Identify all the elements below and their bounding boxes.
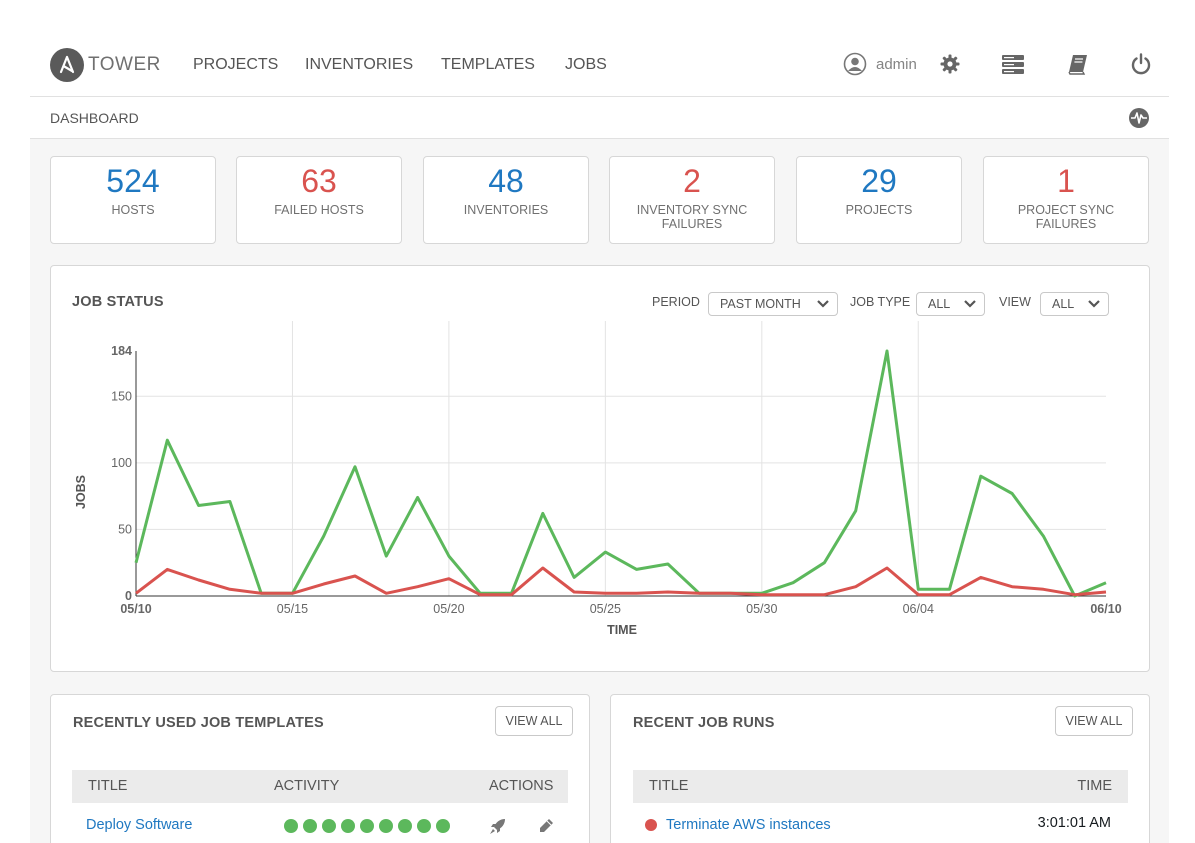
period-select-value: PAST MONTH: [720, 297, 801, 311]
user-name[interactable]: admin: [876, 56, 917, 73]
jobs-view-all-button[interactable]: VIEW ALL: [1055, 706, 1133, 736]
job-time: 3:01:01 AM: [1037, 815, 1111, 831]
count-label: INVENTORY SYNC FAILURES: [636, 203, 748, 231]
recent-jobs-title: RECENT JOB RUNS: [633, 715, 775, 731]
job-type-label: JOB TYPE: [850, 295, 911, 309]
nav-link-templates[interactable]: TEMPLATES: [441, 56, 535, 73]
recent-jobs-panel: RECENT JOB RUNS VIEW ALL TITLE TIME Term…: [610, 694, 1150, 843]
count-value: 524: [106, 163, 160, 199]
activity-stream-icon[interactable]: [1128, 107, 1150, 129]
job-type-select[interactable]: ALL: [916, 292, 985, 316]
activity-dot-success[interactable]: [360, 819, 374, 833]
activity-dot-success[interactable]: [341, 819, 355, 833]
breadcrumb-bar: DASHBOARD: [30, 97, 1169, 139]
recent-templates-panel: RECENTLY USED JOB TEMPLATES VIEW ALL TIT…: [50, 694, 590, 843]
activity-dot-success[interactable]: [284, 819, 298, 833]
top-nav: TOWER PROJECTS INVENTORIES TEMPLATES JOB…: [30, 0, 1169, 97]
count-card-inventory-sync-failures[interactable]: 2 INVENTORY SYNC FAILURES: [609, 156, 775, 244]
job-title-link[interactable]: Terminate AWS instances: [666, 817, 831, 833]
y-tick-label: 150: [111, 389, 132, 403]
count-card-inventories[interactable]: 48 INVENTORIES: [423, 156, 589, 244]
activity-dot-success[interactable]: [379, 819, 393, 833]
y-axis-title: JOBS: [74, 475, 88, 509]
period-select[interactable]: PAST MONTH: [708, 292, 838, 316]
series-line-successful: [134, 349, 1107, 598]
logout-power-icon[interactable]: [1129, 52, 1153, 76]
status-failed-icon: [645, 819, 657, 831]
x-tick-label: 05/30: [746, 602, 777, 616]
column-header-time[interactable]: TIME: [1077, 778, 1112, 794]
user-avatar-icon[interactable]: [843, 52, 867, 76]
activity-dot-success[interactable]: [322, 819, 336, 833]
edit-pencil-icon[interactable]: [536, 816, 556, 836]
brand-name[interactable]: TOWER: [88, 54, 161, 75]
activity-dot-success[interactable]: [398, 819, 412, 833]
server-stack-icon[interactable]: [1001, 52, 1025, 76]
count-card-project-sync-failures[interactable]: 1 PROJECT SYNC FAILURES: [983, 156, 1149, 244]
template-title-link[interactable]: Deploy Software: [86, 817, 193, 833]
y-tick-label: 0: [125, 589, 132, 603]
count-value: 29: [861, 163, 897, 199]
job-status-panel: JOB STATUS PERIOD PAST MONTH JOB TYPE AL…: [50, 265, 1150, 672]
recent-templates-title: RECENTLY USED JOB TEMPLATES: [73, 715, 324, 731]
activity-dot-success[interactable]: [417, 819, 431, 833]
count-value: 1: [1057, 163, 1075, 199]
x-tick-label: 05/10: [120, 602, 151, 616]
view-select[interactable]: ALL: [1040, 292, 1109, 316]
count-card-failed-hosts[interactable]: 63 FAILED HOSTS: [236, 156, 402, 244]
count-label: INVENTORIES: [463, 203, 549, 217]
ansible-logo-icon[interactable]: [50, 48, 84, 82]
breadcrumb: DASHBOARD: [50, 110, 139, 126]
docs-book-icon[interactable]: [1066, 52, 1090, 76]
count-label: PROJECT SYNC FAILURES: [1017, 203, 1115, 231]
y-tick-label: 100: [111, 456, 132, 470]
nav-link-projects[interactable]: PROJECTS: [193, 56, 279, 73]
chevron-down-icon: [817, 300, 829, 308]
templates-view-all-button[interactable]: VIEW ALL: [495, 706, 573, 736]
x-tick-label: 05/20: [433, 602, 464, 616]
launch-rocket-icon[interactable]: [488, 816, 508, 836]
count-label: FAILED HOSTS: [274, 203, 364, 217]
count-value: 2: [683, 163, 701, 199]
nav-link-jobs[interactable]: JOBS: [565, 56, 607, 73]
job-type-select-value: ALL: [928, 297, 951, 311]
settings-gear-icon[interactable]: [938, 52, 962, 76]
view-label: VIEW: [999, 295, 1031, 309]
activity-dot-success[interactable]: [303, 819, 317, 833]
count-label: HOSTS: [111, 203, 155, 217]
x-tick-label: 06/04: [903, 602, 934, 616]
job-status-chart: 05/10 05/15 05/20 05/25 05/30 06/04 06/10 0 50 10…: [74, 321, 1122, 637]
y-tick-label: 184: [111, 344, 132, 358]
x-tick-label: 05/15: [277, 602, 308, 616]
activity-dot-success[interactable]: [436, 819, 450, 833]
y-tick-label: 50: [118, 522, 132, 536]
count-label: PROJECTS: [845, 203, 913, 217]
count-card-projects[interactable]: 29 PROJECTS: [796, 156, 962, 244]
chevron-down-icon: [1088, 300, 1100, 308]
jobs-table-header: TITLE TIME: [633, 770, 1128, 803]
count-value: 48: [488, 163, 524, 199]
view-select-value: ALL: [1052, 297, 1075, 311]
column-header-title[interactable]: TITLE: [88, 778, 128, 794]
nav-link-inventories[interactable]: INVENTORIES: [305, 56, 414, 73]
count-card-hosts[interactable]: 524 HOSTS: [50, 156, 216, 244]
chevron-down-icon: [964, 300, 976, 308]
x-tick-label: 06/10: [1090, 602, 1121, 616]
column-header-actions: ACTIONS: [489, 778, 554, 794]
period-label: PERIOD: [652, 295, 700, 309]
job-status-title: JOB STATUS: [72, 294, 164, 310]
column-header-activity: ACTIVITY: [274, 778, 340, 794]
templates-table-header: TITLE ACTIVITY ACTIONS: [72, 770, 568, 803]
column-header-title[interactable]: TITLE: [649, 778, 689, 794]
x-tick-label: 05/25: [590, 602, 621, 616]
x-axis-title: TIME: [607, 623, 637, 637]
count-value: 63: [301, 163, 337, 199]
series-line-failed: [135, 566, 1107, 597]
